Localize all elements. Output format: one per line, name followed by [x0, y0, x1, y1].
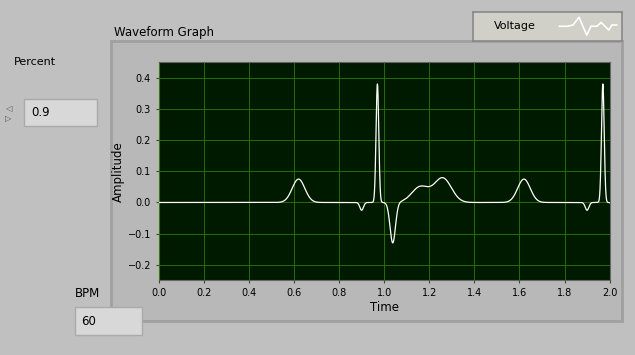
Text: Percent: Percent	[14, 58, 56, 67]
Text: 60: 60	[81, 315, 96, 328]
Text: 0.9: 0.9	[32, 106, 50, 119]
Text: Voltage: Voltage	[494, 21, 536, 31]
X-axis label: Time: Time	[370, 301, 399, 314]
Text: ◁: ◁	[5, 104, 11, 113]
Text: BPM: BPM	[75, 287, 100, 300]
Text: ▷: ▷	[5, 114, 11, 124]
Y-axis label: Amplitude: Amplitude	[112, 141, 125, 202]
Text: Waveform Graph: Waveform Graph	[114, 26, 214, 39]
